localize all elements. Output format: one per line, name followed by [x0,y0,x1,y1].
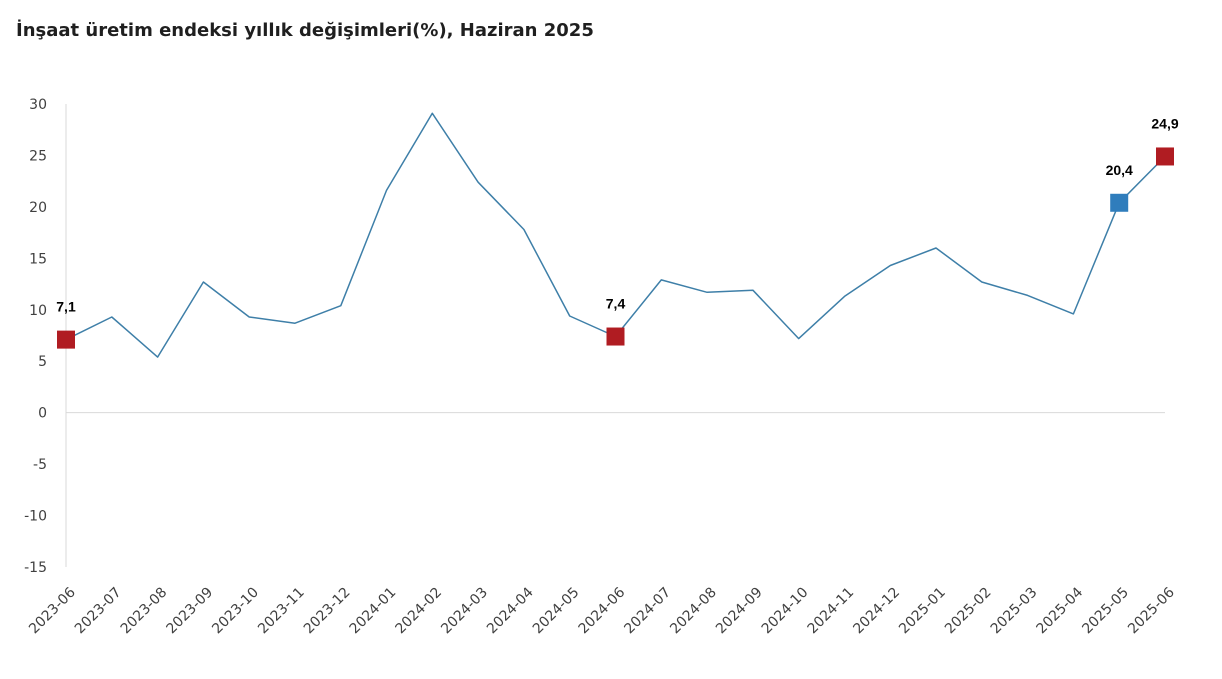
x-tick-label: 2025-01 [896,585,949,638]
x-tick-label: 2023-07 [72,585,125,638]
highlight-markers [57,147,1174,349]
highlight-marker [57,330,75,349]
y-tick-label: -15 [24,560,47,576]
x-tick-label: 2024-06 [576,584,629,637]
x-tick-labels: 2023-062023-072023-082023-092023-102023-… [26,584,1178,637]
y-tick-label: -10 [24,509,47,525]
y-tick-label: 15 [29,251,47,267]
x-tick-label: 2025-03 [988,585,1041,638]
y-tick-label: -5 [33,457,47,473]
chart-title: İnşaat üretim endeksi yıllık değişimleri… [16,20,594,41]
x-tick-label: 2025-05 [1079,585,1132,638]
x-tick-label: 2025-04 [1034,584,1087,637]
x-tick-label: 2024-01 [347,585,400,638]
x-tick-label: 2025-06 [1125,584,1178,637]
x-tick-label: 2024-04 [484,584,537,637]
y-tick-label: 0 [38,406,47,422]
highlight-marker [1156,147,1174,166]
x-tick-label: 2023-06 [26,584,79,637]
data-label: 24,9 [1151,115,1178,131]
x-tick-label: 2023-08 [118,585,171,638]
y-tick-label: 5 [38,354,47,370]
data-labels: 7,1 7,4 20,4 24,9 [56,115,1179,314]
x-tick-label: 2024-05 [530,585,583,638]
y-tick-label: 30 [29,97,47,113]
data-label: 20,4 [1106,162,1133,178]
x-tick-label: 2024-02 [392,585,445,638]
x-tick-label: 2023-10 [209,585,262,638]
y-tick-label: 25 [29,148,47,164]
x-tick-label: 2024-03 [438,585,491,638]
x-tick-label: 2023-12 [301,585,354,638]
x-tick-label: 2024-08 [667,585,720,638]
x-tick-label: 2023-09 [164,585,217,638]
x-tick-label: 2024-07 [621,585,674,638]
series-lines [65,112,1166,358]
x-tick-label: 2024-11 [805,585,858,638]
x-tick-label: 2024-12 [850,585,903,638]
data-label: 7,4 [606,296,626,312]
x-tick-label: 2024-09 [713,585,766,638]
x-tick-label: 2024-10 [759,585,812,638]
highlight-marker [606,327,625,346]
series-line [65,112,1166,358]
highlight-marker [1110,193,1129,212]
x-tick-label: 2023-11 [255,585,308,638]
y-tick-label: 10 [29,303,47,319]
y-tick-labels: 30 25 20 15 10 5 0 -5 -10 -15 [24,97,47,576]
y-tick-label: 20 [29,200,47,216]
data-label: 7,1 [56,299,76,315]
x-tick-label: 2025-02 [942,585,995,638]
